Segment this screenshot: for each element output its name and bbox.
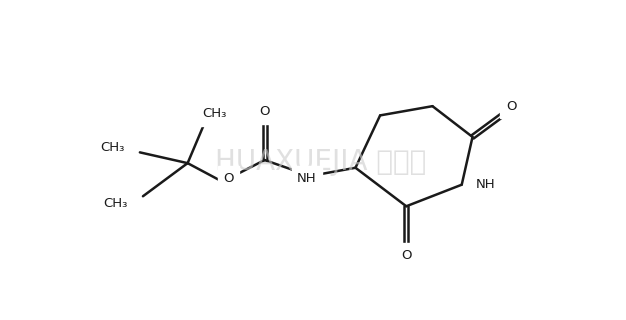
Text: O: O <box>506 100 516 113</box>
Text: NH: NH <box>476 178 495 191</box>
Text: O: O <box>223 172 233 185</box>
Text: CH₃: CH₃ <box>202 107 227 120</box>
Text: O: O <box>259 105 270 118</box>
Text: CH₃: CH₃ <box>100 141 125 154</box>
Text: NH: NH <box>297 172 317 185</box>
Text: CH₃: CH₃ <box>103 197 128 211</box>
Text: O: O <box>401 249 411 262</box>
Text: HUAXUEJIA 化学加: HUAXUEJIA 化学加 <box>215 148 426 176</box>
